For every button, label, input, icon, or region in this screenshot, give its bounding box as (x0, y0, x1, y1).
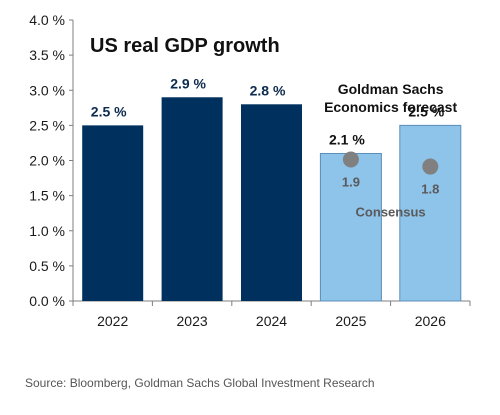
bar-value-label: 2.8 % (250, 82, 286, 98)
actual-bar (82, 125, 144, 301)
consensus-value-label: 1.9 (342, 175, 360, 190)
consensus-label: Consensus (356, 205, 426, 220)
x-tick-label: 2024 (256, 313, 287, 329)
source-note: Source: Bloomberg, Goldman Sachs Global … (25, 376, 375, 390)
x-tick-label: 2023 (177, 313, 208, 329)
y-tick-label: 0.0 % (29, 293, 65, 309)
y-tick-label: 3.5 % (29, 47, 65, 63)
x-tick-label: 2025 (335, 313, 366, 329)
actual-bar (241, 104, 302, 301)
consensus-marker (422, 158, 439, 175)
y-tick-label: 0.5 % (29, 258, 65, 274)
x-tick-label: 2026 (415, 313, 446, 329)
bar-value-label: 2.1 % (329, 131, 365, 147)
forecast-bar (319, 152, 382, 302)
bar-value-label: 2.9 % (170, 75, 206, 91)
y-tick-label: 4.0 % (29, 12, 65, 28)
chart-title: US real GDP growth (90, 35, 280, 57)
forecast-annotation-line: Goldman Sachs (338, 81, 444, 97)
bar-value-label: 2.5 % (91, 103, 127, 119)
y-tick-label: 3.0 % (29, 82, 65, 98)
forecast-bar (399, 124, 462, 302)
bar-value-label: 2.5 % (408, 103, 444, 119)
y-tick-label: 1.5 % (29, 188, 65, 204)
x-tick-label: 2022 (97, 313, 128, 329)
forecast-annotation-line: Economics forecast (324, 99, 457, 115)
y-tick-label: 2.0 % (29, 153, 65, 169)
y-tick-label: 1.0 % (29, 223, 65, 239)
y-tick-label: 2.5 % (29, 117, 65, 133)
actual-bar (161, 97, 223, 302)
gdp-growth-chart: US real GDP growth 0.0 % 0.5 % 1.0 % 1.5 % 2… (29, 12, 471, 329)
consensus-marker (342, 151, 359, 168)
consensus-value-label: 1.8 (421, 182, 439, 197)
